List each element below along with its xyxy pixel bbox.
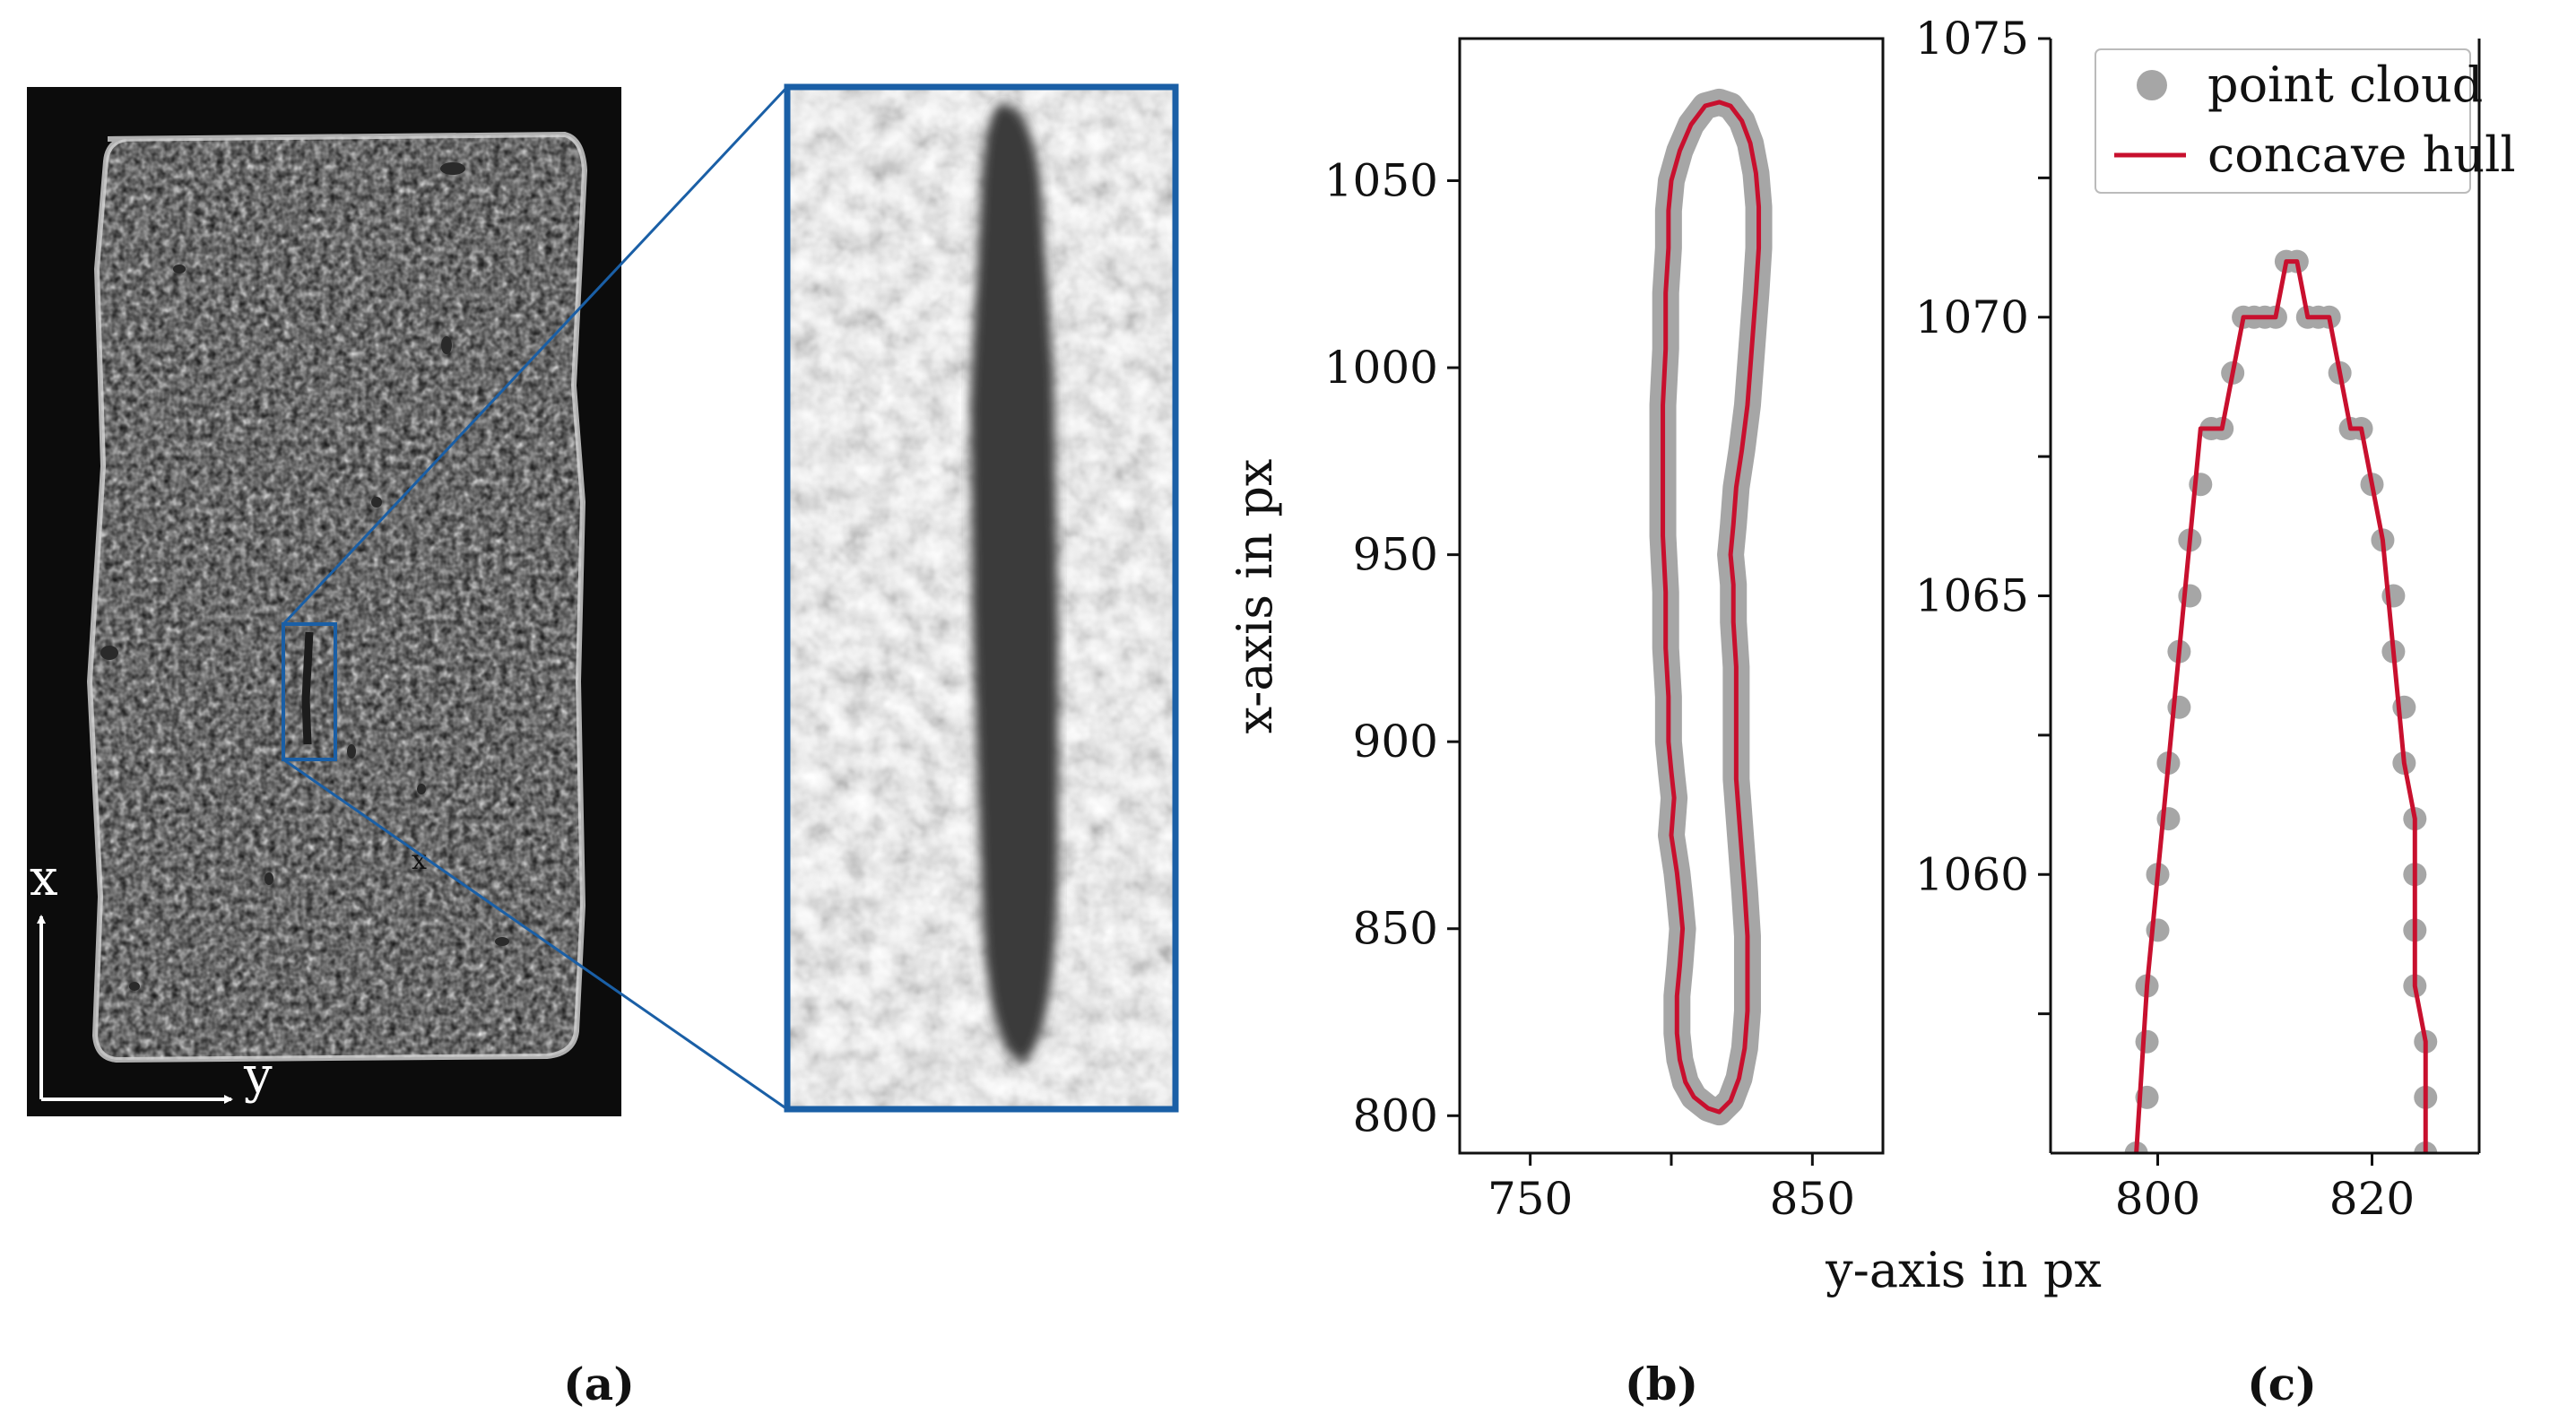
zoomed-view-frame — [784, 83, 1179, 1113]
ct-slice-panel: x y x (a) — [27, 83, 1179, 1410]
legend-point-cloud-marker — [2137, 70, 2167, 100]
legend: point cloud concave hull — [2095, 48, 2516, 194]
panel-label-c: (c) — [2247, 1358, 2317, 1410]
y-direction-label: y — [243, 1046, 273, 1105]
y-tick-label: 850 — [1353, 903, 1438, 955]
panel-label-a: (a) — [563, 1358, 635, 1410]
x-tick-label: 850 — [1770, 1173, 1855, 1225]
y-tick-label: 1050 — [1324, 155, 1438, 207]
x-direction-label: x — [30, 849, 58, 907]
y-tick-label: 1000 — [1324, 342, 1438, 394]
panel-b-frame — [1458, 37, 1885, 1155]
panel-b-ylabel: x-axis in px — [1227, 459, 1283, 734]
panel-b-plot: 800 850 900 950 1000 1050 750 850 — [1324, 88, 1855, 1225]
zoomed-crack — [970, 103, 1058, 1063]
panel-c-plot: 1060 1065 1070 1075 800 820 — [1915, 13, 2438, 1225]
plot-area — [2124, 249, 2438, 1153]
y-tick-label: 1070 — [1915, 291, 2029, 343]
crack — [301, 631, 314, 745]
specimen-edge — [86, 131, 588, 1063]
y-tick-label: 800 — [1353, 1089, 1438, 1141]
shared-xlabel: y-axis in px — [1825, 1242, 2102, 1298]
y-tick-label: 1075 — [1915, 13, 2029, 65]
zoom-connector-top — [282, 85, 789, 626]
x-tick-label: 820 — [2329, 1173, 2415, 1225]
y-tick-label: 950 — [1353, 529, 1438, 581]
plot-area — [1649, 88, 1773, 1126]
panel-c: 1060 1065 1070 1075 800 820 point cloud conca… — [1915, 13, 2516, 1410]
zoom-connector-bottom — [282, 758, 788, 1111]
y-tick-label: 1060 — [1915, 848, 2029, 900]
zoom-region-box — [282, 622, 337, 761]
legend-point-cloud-label: point cloud — [2207, 56, 2483, 113]
legend-concave-hull-label: concave hull — [2207, 126, 2516, 183]
concave-hull-line — [1661, 100, 1762, 1115]
pores — [100, 162, 509, 991]
y-tick-label: 1065 — [1915, 570, 2029, 622]
x-tick-label: 750 — [1487, 1173, 1573, 1225]
specimen-cross-section — [90, 134, 585, 1060]
point-cloud-trace — [1649, 88, 1773, 1126]
concave-hull-line — [2134, 259, 2428, 1153]
x-tick-label: 800 — [2115, 1173, 2200, 1225]
legend-box — [2095, 48, 2471, 194]
y-tick-label: 900 — [1353, 716, 1438, 768]
panel-label-b: (b) — [1625, 1358, 1698, 1410]
point-cloud-point — [2135, 1029, 2159, 1054]
zoomed-view — [784, 83, 1179, 1113]
